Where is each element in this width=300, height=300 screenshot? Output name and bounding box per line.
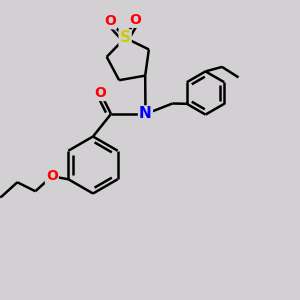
Text: O: O [104,14,116,28]
Text: O: O [94,86,106,100]
Text: S: S [120,30,130,45]
Text: O: O [130,13,142,27]
Text: N: N [139,106,152,122]
Text: O: O [46,169,58,183]
